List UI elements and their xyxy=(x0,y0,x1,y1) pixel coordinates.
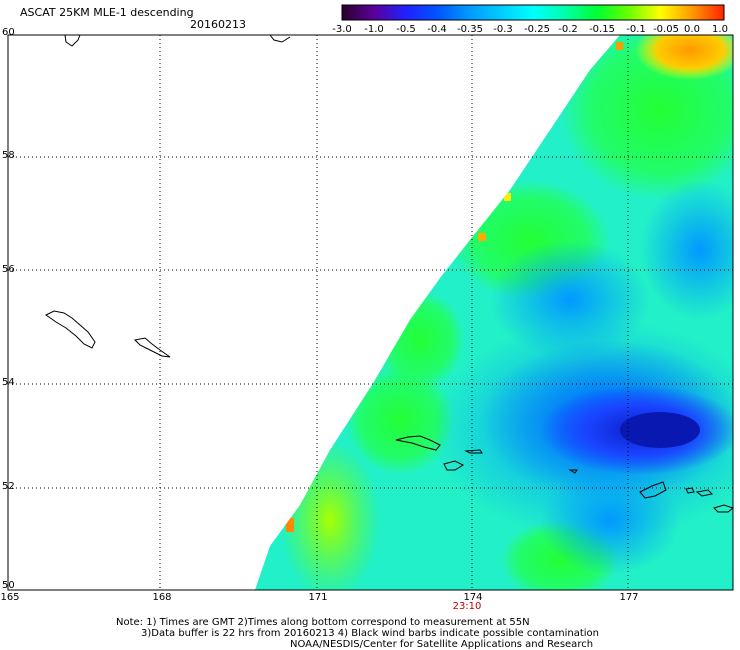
colorbar-label: -0.2 xyxy=(558,24,578,35)
colorbar-label: -1.0 xyxy=(364,24,384,35)
colorbar-label: -0.4 xyxy=(427,24,447,35)
colorbar-label: 0.0 xyxy=(684,24,700,35)
lon-label: 171 xyxy=(308,592,328,603)
lon-label: 168 xyxy=(152,592,172,603)
graticule xyxy=(8,35,733,590)
note-line-3: NOAA/NESDIS/Center for Satellite Applica… xyxy=(290,639,594,650)
colorbar-label: -0.5 xyxy=(396,24,416,35)
lat-label: 58 xyxy=(2,150,15,161)
lon-label: 174 xyxy=(463,592,483,603)
colorbar-label: -3.0 xyxy=(332,24,352,35)
product-title: ASCAT 25KM MLE-1 descending xyxy=(20,6,194,19)
note-line-2: 3)Data buffer is 22 hrs from 20160213 4)… xyxy=(141,628,599,639)
colorbar-label: -0.15 xyxy=(589,24,615,35)
wind-swath xyxy=(255,35,733,590)
note-line-1: Note: 1) Times are GMT 2)Times along bot… xyxy=(116,617,530,628)
coastlines xyxy=(45,34,735,513)
colorbar-ramp xyxy=(341,4,725,21)
lat-label: 52 xyxy=(2,481,15,492)
colorbar-label: 1.0 xyxy=(712,24,728,35)
colorbar-label: -0.3 xyxy=(493,24,513,35)
colorbar xyxy=(341,4,725,21)
map-frame xyxy=(7,34,734,591)
lat-label: 56 xyxy=(2,264,15,275)
lat-label: 50 xyxy=(2,580,15,591)
colorbar-label: -0.25 xyxy=(524,24,550,35)
lat-label: 60 xyxy=(2,27,15,38)
lon-label: 165 xyxy=(0,592,20,603)
colorbar-label: -0.05 xyxy=(653,24,679,35)
pass-time-label: 23:10 xyxy=(452,601,482,612)
colorbar-label: -0.1 xyxy=(626,24,646,35)
lat-label: 54 xyxy=(2,377,15,388)
colorbar-label: -0.35 xyxy=(457,24,483,35)
product-date: 20160213 xyxy=(190,18,246,31)
lon-label: 177 xyxy=(619,592,639,603)
